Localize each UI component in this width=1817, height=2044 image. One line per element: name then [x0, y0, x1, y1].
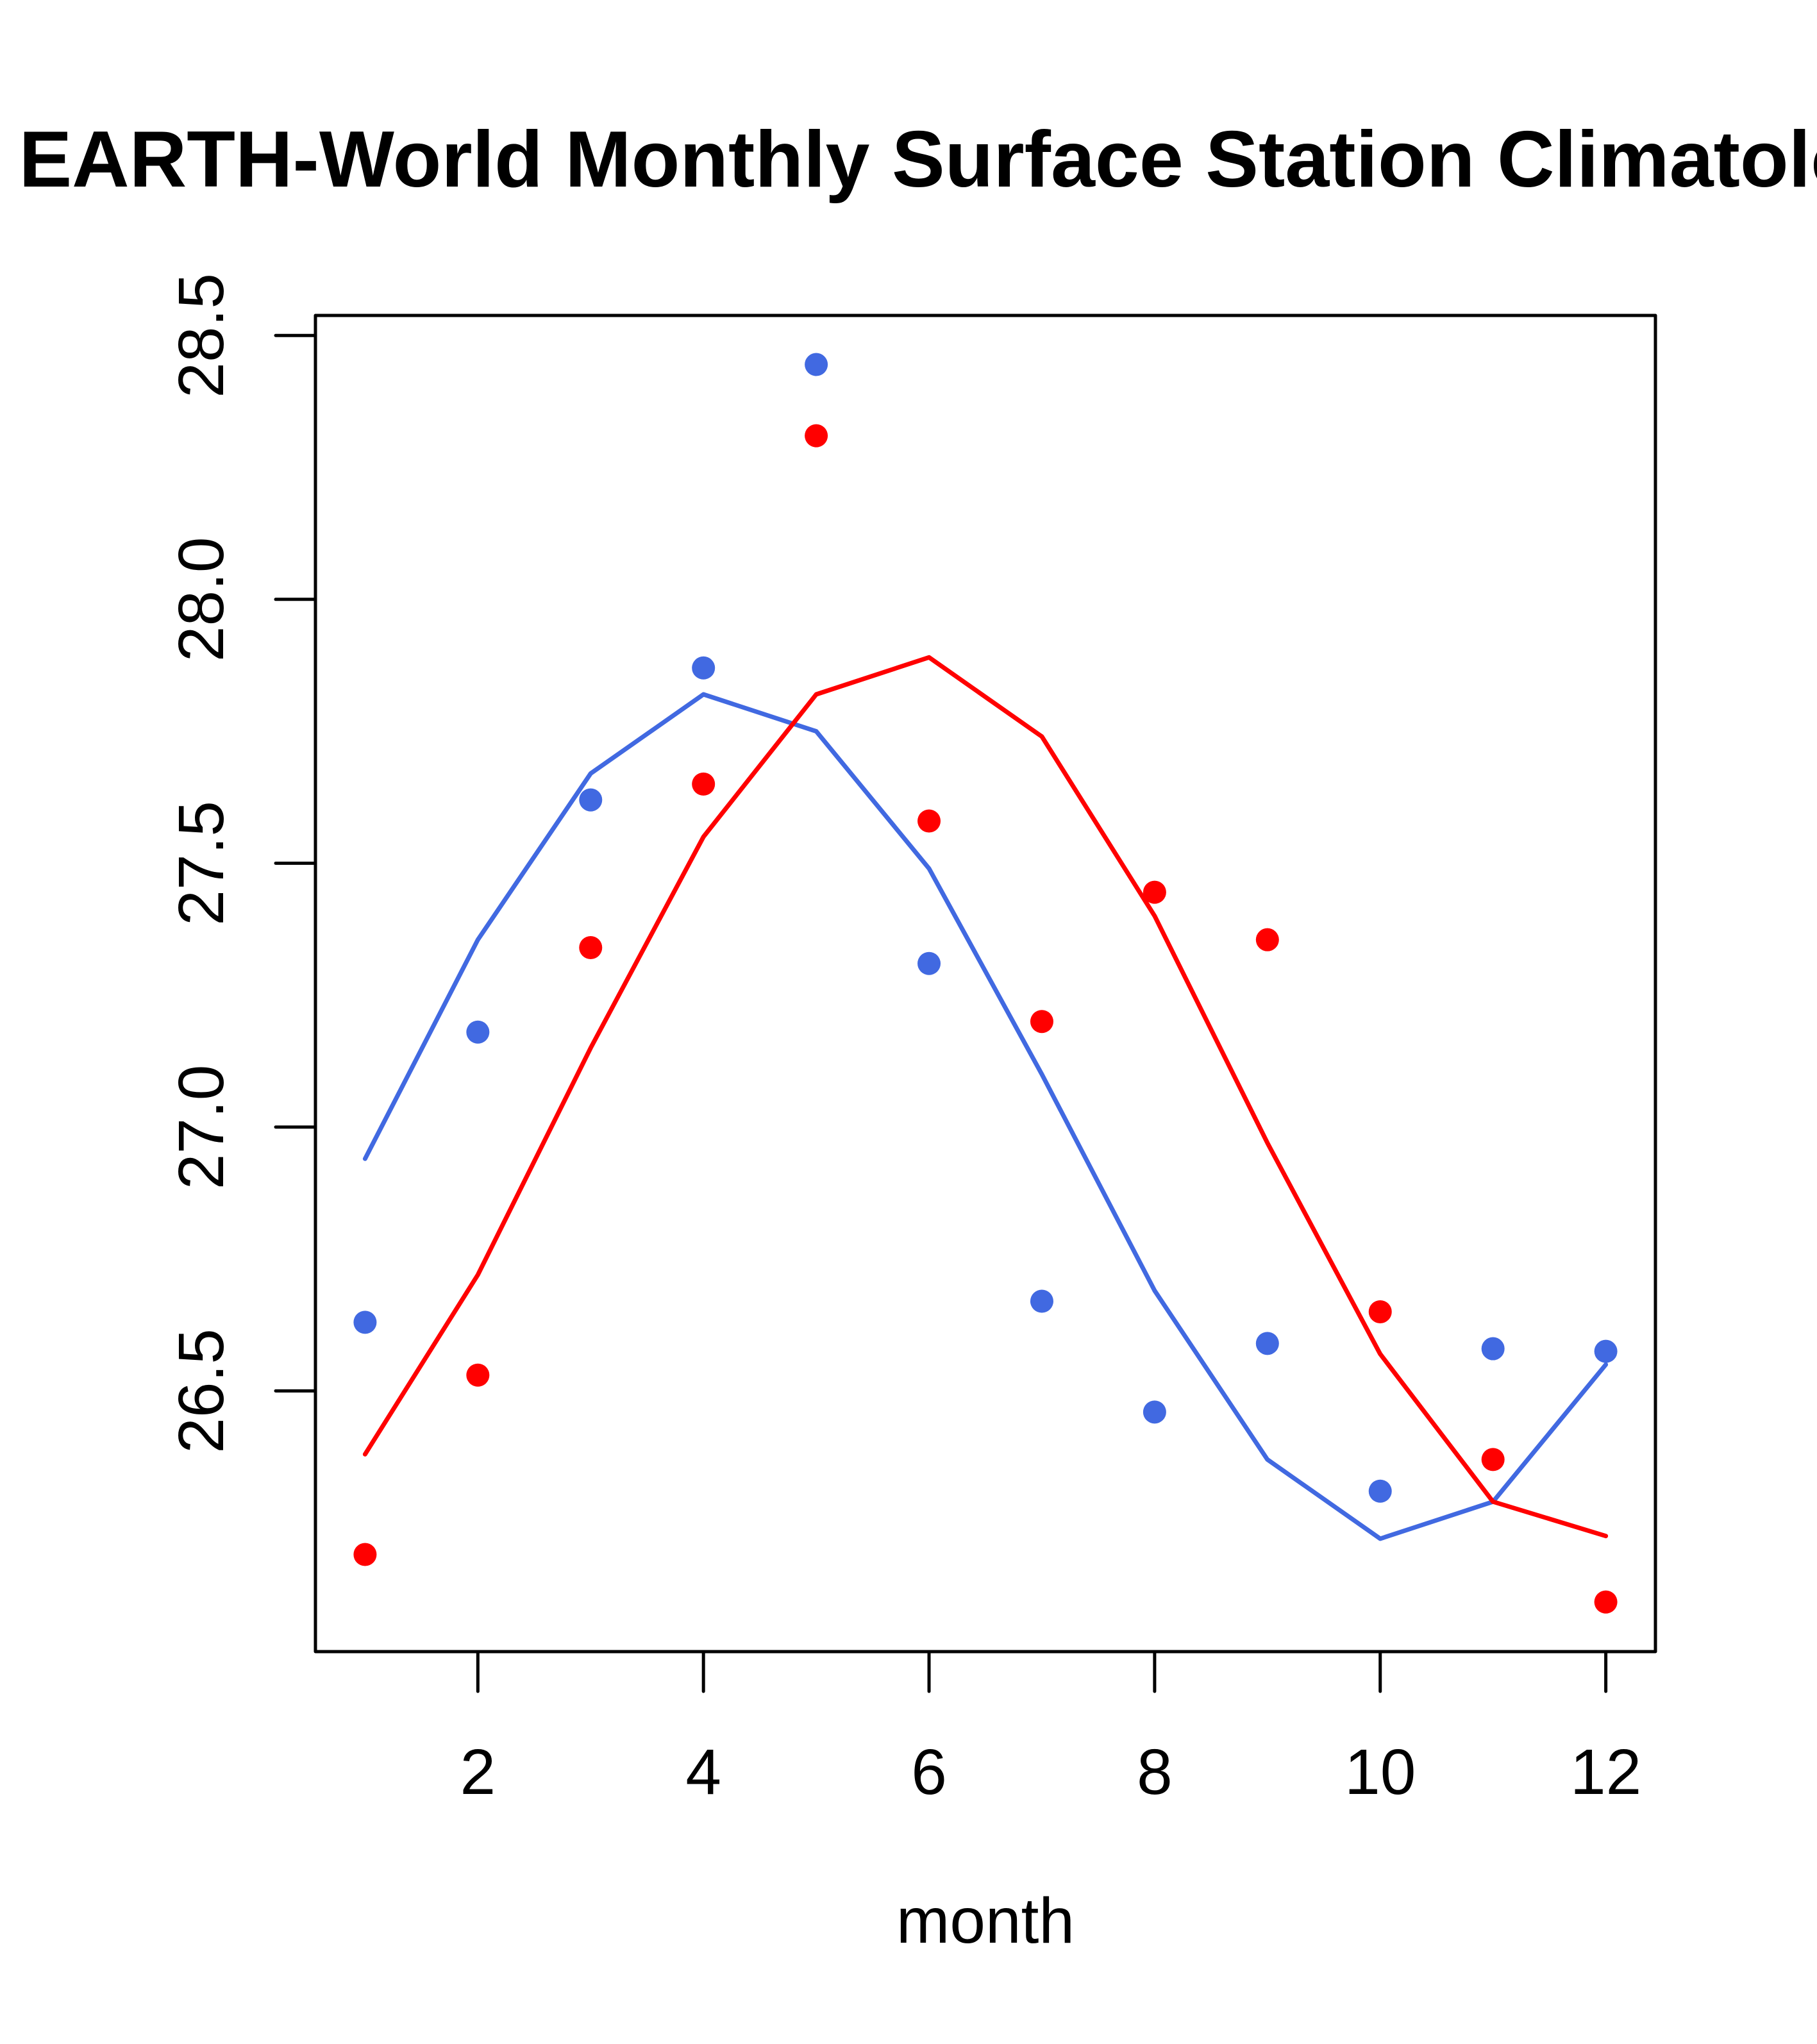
x-tick-label: 4: [685, 1736, 721, 1808]
y-tick-label: 28.0: [165, 537, 237, 662]
x-axis-label: month: [896, 1885, 1075, 1957]
y-tick-label: 28.5: [165, 273, 237, 398]
blue-point: [579, 788, 603, 812]
y-tick-label: 27.0: [165, 1065, 237, 1190]
blue-point: [1143, 1400, 1166, 1424]
y-axis: 26.5 27.0 27.5 28.0 28.5: [165, 273, 317, 1453]
x-axis: 2 4 6 8 10 12: [460, 1650, 1641, 1808]
red-point: [579, 936, 603, 960]
y-tick-label: 26.5: [165, 1328, 237, 1453]
blue-point: [1368, 1479, 1392, 1503]
red-point: [353, 1543, 377, 1566]
red-point: [466, 1363, 490, 1387]
red-point: [1481, 1448, 1505, 1471]
series-points: [353, 353, 1618, 1614]
red-point: [1255, 928, 1279, 951]
blue-point: [1030, 1289, 1053, 1313]
blue-line: [362, 692, 1609, 1541]
blue-point: [917, 951, 941, 975]
blue-point: [1255, 1332, 1279, 1355]
red-point: [1030, 1010, 1053, 1034]
x-tick-label: 2: [460, 1736, 496, 1808]
red-point: [1594, 1590, 1618, 1614]
y-tick-label: 27.5: [165, 801, 237, 926]
red-point: [917, 809, 941, 833]
blue-point: [1594, 1339, 1618, 1363]
x-tick-label: 10: [1344, 1736, 1416, 1808]
x-tick-label: 6: [911, 1736, 947, 1808]
red-point: [1368, 1300, 1392, 1323]
blue-point: [466, 1020, 490, 1044]
red-point: [805, 424, 828, 448]
x-tick-label: 12: [1570, 1736, 1641, 1808]
red-point: [692, 772, 716, 796]
red-line: [362, 655, 1609, 1539]
red-point: [1143, 880, 1166, 904]
x-tick-label: 8: [1137, 1736, 1173, 1808]
chart-title: EARTH-World Monthly Surface Station Clim…: [19, 115, 1817, 204]
blue-point: [692, 656, 716, 680]
blue-point: [353, 1311, 377, 1334]
blue-point: [1481, 1337, 1505, 1361]
plot-frame: [314, 314, 1657, 1654]
series-lines: [362, 655, 1609, 1541]
blue-point: [805, 353, 828, 376]
